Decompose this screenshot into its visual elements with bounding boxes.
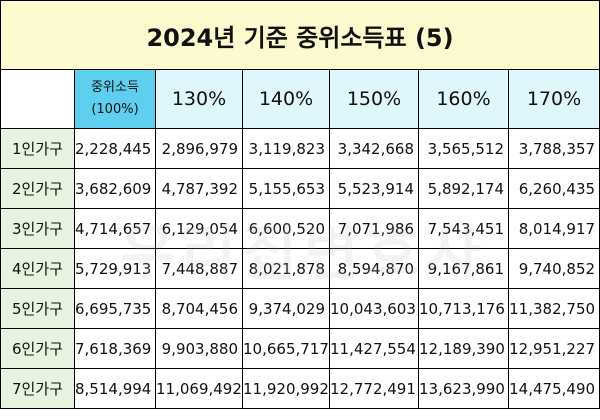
row-label: 2인가구 [0, 168, 75, 209]
income-cell: 3,565,512 [418, 128, 509, 169]
income-cell: 3,119,823 [242, 128, 330, 169]
income-cell: 11,427,554 [329, 328, 419, 369]
table-row: 3인가구 4,714,657 6,129,054 6,600,520 7,071,986… [0, 208, 600, 249]
income-cell: 12,772,491 [329, 368, 419, 409]
income-cell: 8,014,917 [507, 208, 600, 249]
income-cell: 10,665,717 [242, 328, 330, 369]
title-row: 2024년 기준 중위소득표 (5) [0, 0, 600, 70]
income-cell: 4,787,392 [155, 168, 243, 209]
income-cell: 2,228,445 [74, 128, 156, 169]
income-cell: 12,189,390 [418, 328, 509, 369]
income-cell: 5,523,914 [329, 168, 419, 209]
income-cell: 7,618,369 [74, 328, 156, 369]
income-cell: 5,155,653 [242, 168, 330, 209]
row-label: 4인가구 [0, 248, 75, 289]
income-cell: 3,342,668 [329, 128, 419, 169]
header-150: 150% [329, 69, 419, 129]
income-cell: 9,903,880 [155, 328, 243, 369]
income-cell: 13,623,990 [418, 368, 509, 409]
header-170: 170% [507, 69, 600, 129]
row-label: 6인가구 [0, 328, 75, 369]
income-cell: 7,071,986 [329, 208, 419, 249]
income-cell: 9,167,861 [418, 248, 509, 289]
table-row: 5인가구 6,695,735 8,704,456 9,374,029 10,043,60… [0, 288, 600, 329]
row-label: 5인가구 [0, 288, 75, 329]
header-row: 중위소득 (100%) 130% 140% 150% 160% 170% [0, 69, 600, 129]
table-row: 6인가구 7,618,369 9,903,880 10,665,717 11,427,5… [0, 328, 600, 369]
income-cell: 14,475,490 [507, 368, 600, 409]
income-cell: 5,729,913 [74, 248, 156, 289]
income-cell: 7,543,451 [418, 208, 509, 249]
row-label: 7인가구 [0, 368, 75, 409]
table-row: 1인가구 2,228,445 2,896,979 3,119,823 3,342,668… [0, 128, 600, 169]
header-median-percent: (100%) [91, 102, 139, 117]
corner-cell [0, 69, 75, 129]
income-cell: 8,021,878 [242, 248, 330, 289]
income-cell: 3,682,609 [74, 168, 156, 209]
income-cell: 12,951,227 [507, 328, 600, 369]
income-cell: 6,600,520 [242, 208, 330, 249]
row-label: 1인가구 [0, 128, 75, 169]
income-cell: 8,704,456 [155, 288, 243, 329]
income-cell: 8,594,870 [329, 248, 419, 289]
income-cell: 6,695,735 [74, 288, 156, 329]
table-row: 4인가구 5,729,913 7,448,887 8,021,878 8,594,870… [0, 248, 600, 289]
income-cell: 6,260,435 [507, 168, 600, 209]
income-cell: 5,892,174 [418, 168, 509, 209]
header-160: 160% [418, 69, 509, 129]
income-cell: 9,374,029 [242, 288, 330, 329]
income-cell: 3,788,357 [507, 128, 600, 169]
header-median-income: 중위소득 (100%) [74, 69, 156, 129]
income-cell: 11,382,750 [507, 288, 600, 329]
income-cell: 11,920,992 [242, 368, 330, 409]
row-label: 3인가구 [0, 208, 75, 249]
income-cell: 11,069,492 [155, 368, 243, 409]
table-title: 2024년 기준 중위소득표 (5) [0, 0, 600, 70]
table-row: 7인가구 8,514,994 11,069,492 11,920,992 12,772,… [0, 368, 600, 409]
income-cell: 8,514,994 [74, 368, 156, 409]
header-140: 140% [242, 69, 330, 129]
income-cell: 6,129,054 [155, 208, 243, 249]
table-body: 1인가구 2,228,445 2,896,979 3,119,823 3,342,668… [0, 128, 600, 409]
income-cell: 10,043,603 [329, 288, 419, 329]
income-cell: 7,448,887 [155, 248, 243, 289]
header-median-label: 중위소득 [91, 80, 139, 95]
income-cell: 4,714,657 [74, 208, 156, 249]
table-row: 2인가구 3,682,609 4,787,392 5,155,653 5,523,914… [0, 168, 600, 209]
median-income-table: 2024년 기준 중위소득표 (5) 중위소득 (100%) 130% 140%… [0, 0, 600, 409]
income-cell: 10,713,176 [418, 288, 509, 329]
income-cell: 2,896,979 [155, 128, 243, 169]
header-130: 130% [155, 69, 243, 129]
income-cell: 9,740,852 [507, 248, 600, 289]
